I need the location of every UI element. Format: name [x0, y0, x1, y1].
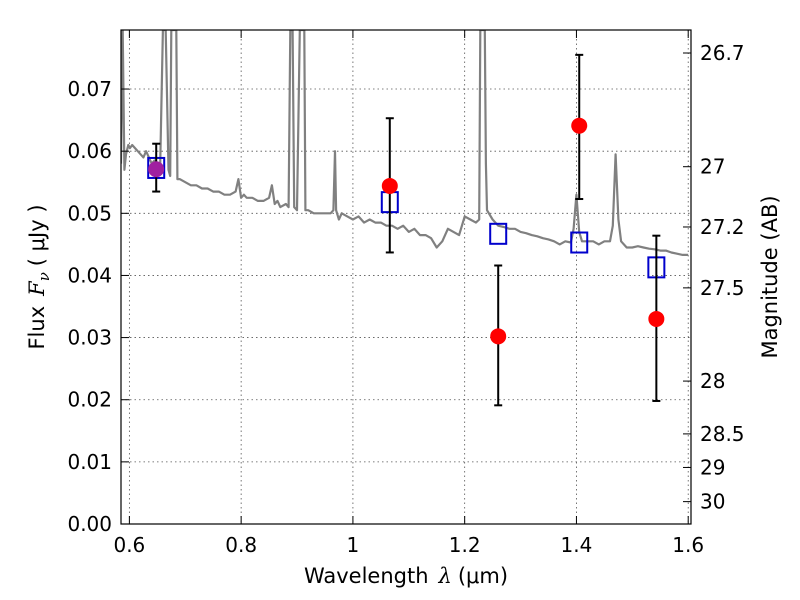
grid [121, 30, 691, 524]
plot-frame [120, 29, 692, 525]
y-tick-label: 0.05 [67, 201, 112, 225]
y-tick-label: 0.03 [67, 326, 112, 350]
observed-flux-point [381, 177, 398, 194]
y-tick-label: 0.01 [67, 450, 112, 474]
y-tick-label: 0.00 [67, 512, 112, 536]
observed-flux-point [648, 310, 665, 327]
magnitude-tick-label: 27.5 [700, 276, 745, 300]
magnitude-tick-label: 29 [700, 455, 725, 479]
y-tick-label: 0.07 [67, 77, 112, 101]
x-tick-label: 1.4 [561, 533, 593, 557]
model-box-marker [489, 222, 508, 245]
y-tick-label: 0.04 [67, 263, 112, 287]
magnitude-tick-label: 26.7 [700, 41, 745, 65]
x-tick-label: 1.2 [449, 533, 481, 557]
model-box-marker [570, 231, 589, 254]
magnitude-tick-label: 28.5 [700, 422, 745, 446]
magnitude-tick-label: 27.2 [700, 215, 745, 239]
x-tick-label: 0.8 [225, 533, 257, 557]
axis-ticks: 0.6 0.8 1 1.2 1.4 1.6 0.00 0.01 0.02 0.03 0.04 0.05… [67, 30, 745, 557]
x-tick-label: 1.6 [672, 533, 704, 557]
y-axis-label-unit: ( μJy ) [25, 204, 49, 266]
y-axis-label-text: Flux [25, 306, 49, 350]
magnitude-tick-label: 27 [700, 155, 725, 179]
magnitude-tick-label: 28 [700, 369, 725, 393]
y-axis-label: Flux Fν ( μJy ) [25, 204, 53, 349]
magnitude-tick-label: 30 [700, 490, 725, 514]
y-axis-label-symbol: F [25, 280, 49, 297]
y-tick-label: 0.06 [67, 139, 112, 163]
x-axis-label-unit: (μm) [458, 564, 508, 588]
x-axis-label-text: Wavelength [304, 564, 429, 588]
observed-flux-point [148, 161, 165, 178]
plot-background [121, 30, 691, 524]
data-marks [147, 53, 666, 407]
template-spectrum-line [121, 30, 689, 256]
x-tick-label: 0.6 [113, 533, 145, 557]
observed-flux-point [490, 328, 507, 345]
right-axis-label: Magnitude (AB) [758, 195, 782, 358]
x-tick-label: 1 [347, 533, 360, 557]
y-tick-label: 0.02 [67, 388, 112, 412]
observed-flux-point [571, 117, 588, 134]
y-axis-label-subscript: ν [35, 272, 53, 281]
x-axis-label-symbol: λ [438, 564, 452, 588]
x-axis-label: Wavelength λ (μm) [304, 564, 508, 588]
